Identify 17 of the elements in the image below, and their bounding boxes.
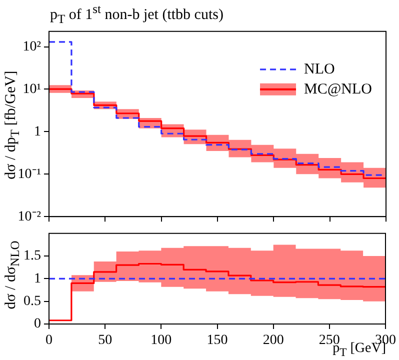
- legend-label: MC@NLO: [304, 81, 372, 98]
- y-tick-label: 10¹: [22, 82, 41, 97]
- y-tick-label: 10⁻²: [18, 209, 41, 224]
- y-tick-label: 1.5: [24, 248, 41, 264]
- x-tick-label: 100: [150, 333, 172, 348]
- x-tick-label: 200: [262, 333, 284, 348]
- y-tick-label: 10²: [22, 39, 41, 54]
- y-tick-label: 10⁻¹: [18, 166, 41, 182]
- y-tick-label: 1: [34, 271, 41, 286]
- x-tick-label: 0: [46, 333, 52, 348]
- y-tick-label: 0: [34, 316, 41, 332]
- y-tick-label: 0.5: [24, 294, 41, 310]
- chart-title: p$_{T}$ of 1$^{st}$ non-b jet (ttbb cuts): [50, 2, 224, 27]
- x-tick-label: 50: [98, 333, 112, 348]
- legend-label: NLO: [304, 61, 336, 78]
- x-tick-label: 150: [206, 333, 228, 348]
- y-tick-label: 1: [34, 124, 41, 140]
